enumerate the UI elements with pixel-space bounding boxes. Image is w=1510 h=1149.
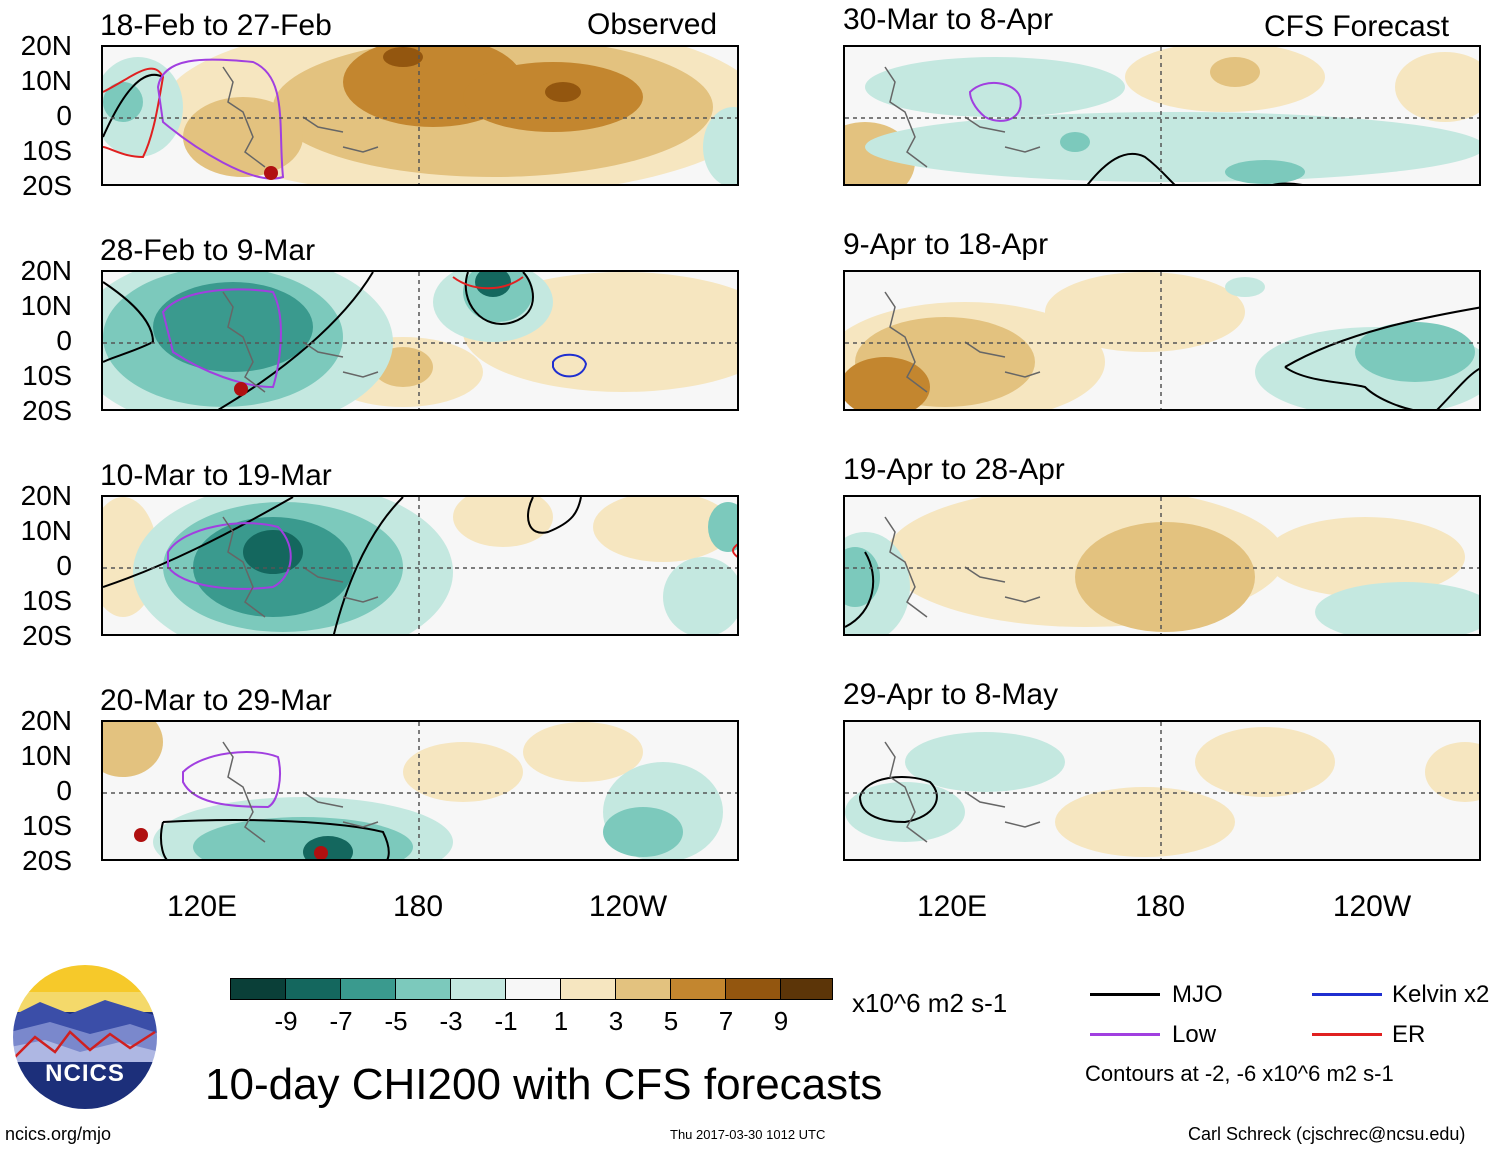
footer-credit: Carl Schreck (cjschrec@ncsu.edu): [1188, 1124, 1466, 1144]
colorbar-tick: -9: [274, 1006, 298, 1036]
observed-label: Observed: [587, 8, 718, 41]
legend-line-kelvin: [1312, 993, 1382, 996]
storm-marker-icon: [234, 382, 248, 396]
colorbar-swatch: [230, 978, 286, 1000]
colorbar-tick: 7: [718, 1006, 734, 1036]
colorbar-tick: 1: [553, 1006, 569, 1036]
lon-label: 120W: [588, 890, 668, 923]
main-title: 10-day CHI200 with CFS forecasts: [205, 1060, 883, 1109]
panel-title-fcst-2: 9-Apr to 18-Apr: [843, 228, 1049, 261]
lon-label: 180: [1134, 890, 1186, 923]
colorbar-swatch: [780, 978, 833, 1000]
lat-label: 0: [56, 775, 72, 806]
legend-label-mjo: MJO: [1172, 981, 1223, 1008]
lat-label: 20N: [20, 255, 72, 286]
colorbar-swatch: [725, 978, 781, 1000]
map-panel-obs-3: [101, 495, 739, 636]
map-field: [845, 47, 1479, 184]
legend-label-kelvin: Kelvin x2: [1392, 981, 1490, 1008]
map-field: [845, 272, 1479, 409]
map-field: [845, 722, 1479, 859]
lat-label: 20N: [20, 705, 72, 736]
map-panel-fcst-1: [843, 45, 1481, 186]
legend-line-mjo: [1090, 993, 1160, 996]
map-field: [103, 497, 737, 634]
colorbar-tick: -1: [494, 1006, 518, 1036]
panel-title-fcst-3: 19-Apr to 28-Apr: [843, 453, 1065, 486]
lon-label: 120W: [1332, 890, 1412, 923]
map-panel-fcst-4: [843, 720, 1481, 861]
lat-label: 20S: [22, 845, 72, 876]
lat-label: 20N: [20, 480, 72, 511]
colorbar-tick: -5: [384, 1006, 408, 1036]
legend-label-low: Low: [1172, 1021, 1217, 1048]
ncics-logo-icon: [11, 963, 159, 1111]
map-field: [103, 722, 737, 859]
colorbar-swatch: [560, 978, 616, 1000]
lat-label: 10S: [22, 360, 72, 391]
map-panel-fcst-2: [843, 270, 1481, 411]
lat-label: 10N: [20, 290, 72, 321]
ncics-logo: NCICS: [10, 962, 160, 1112]
colorbar-swatch: [285, 978, 341, 1000]
colorbar-tick: -7: [329, 1006, 353, 1036]
map-panel-obs-2: [101, 270, 739, 411]
legend-line-er: [1312, 1033, 1382, 1036]
colorbar-swatch: [395, 978, 451, 1000]
map-field: [103, 272, 737, 409]
colorbar-tick: 5: [663, 1006, 679, 1036]
footer-url[interactable]: ncics.org/mjo: [5, 1124, 112, 1144]
map-panel-obs-4: [101, 720, 739, 861]
lat-label: 10S: [22, 135, 72, 166]
lat-label: 0: [56, 550, 72, 581]
colorbar-tick: 3: [608, 1006, 624, 1036]
lon-label: 120E: [166, 890, 238, 923]
logo-text: NCICS: [45, 1060, 125, 1087]
lat-label: 0: [56, 100, 72, 131]
panel-title-obs-3: 10-Mar to 19-Mar: [100, 459, 332, 492]
panel-title-obs-4: 20-Mar to 29-Mar: [100, 684, 332, 717]
map-panel-obs-1: [101, 45, 739, 186]
lat-label: 20N: [20, 30, 72, 61]
lat-label: 10N: [20, 515, 72, 546]
panel-title-fcst-4: 29-Apr to 8-May: [843, 678, 1059, 711]
colorbar-swatch: [340, 978, 396, 1000]
lat-label: 10N: [20, 65, 72, 96]
storm-marker-icon: [134, 828, 148, 842]
map-field: [103, 47, 737, 184]
lon-label: 180: [392, 890, 444, 923]
legend-label-er: ER: [1392, 1021, 1426, 1048]
colorbar-tick: 9: [773, 1006, 789, 1036]
lat-label: 0: [56, 325, 72, 356]
lat-label: 20S: [22, 395, 72, 426]
map-panel-fcst-3: [843, 495, 1481, 636]
lat-label: 20S: [22, 620, 72, 651]
storm-marker-icon: [314, 846, 328, 859]
storm-marker-icon: [264, 166, 278, 180]
lat-label: 10S: [22, 810, 72, 841]
forecast-label: CFS Forecast: [1264, 10, 1450, 43]
lat-label: 20S: [22, 170, 72, 201]
colorbar-swatch: [450, 978, 506, 1000]
panel-title-obs-1: 18-Feb to 27-Feb: [100, 9, 332, 42]
footer-timestamp: Thu 2017-03-30 1012 UTC: [670, 1127, 826, 1142]
colorbar-swatch: [505, 978, 561, 1000]
colorbar-swatch: [670, 978, 726, 1000]
panel-title-fcst-1: 30-Mar to 8-Apr: [843, 3, 1054, 36]
colorbar-swatch: [615, 978, 671, 1000]
map-field: [845, 497, 1479, 634]
colorbar-units: x10^6 m2 s-1: [852, 988, 1008, 1018]
legend-note: Contours at -2, -6 x10^6 m2 s-1: [1085, 1061, 1394, 1086]
panel-title-obs-2: 28-Feb to 9-Mar: [100, 234, 316, 267]
legend-line-low: [1090, 1033, 1160, 1036]
colorbar-tick: -3: [439, 1006, 463, 1036]
lat-label: 10N: [20, 740, 72, 771]
lon-label: 120E: [916, 890, 988, 923]
lat-label: 10S: [22, 585, 72, 616]
